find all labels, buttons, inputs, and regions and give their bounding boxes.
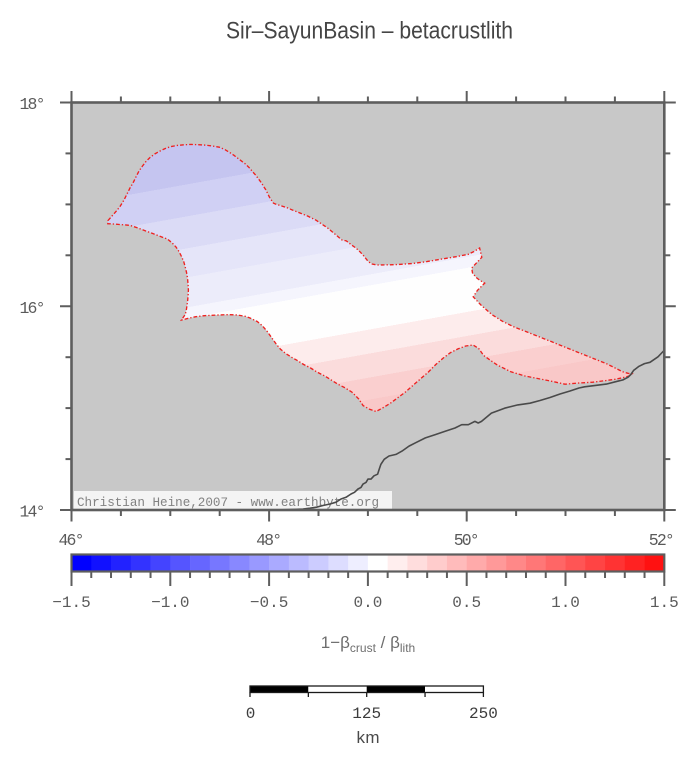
svg-text:50°: 50° [454,531,480,550]
svg-text:125: 125 [352,705,381,723]
svg-text:1.5: 1.5 [650,594,679,612]
svg-text:0.5: 0.5 [452,594,481,612]
svg-text:Christian Heine,2007 - www.ear: Christian Heine,2007 - www.earthbyte.org [77,496,379,510]
svg-text:−1.0: −1.0 [151,594,189,612]
svg-text:18°: 18° [20,95,46,114]
svg-text:250: 250 [469,705,498,723]
svg-text:Sir–SayunBasin – betacrustlith: Sir–SayunBasin – betacrustlith [226,18,513,45]
svg-text:16°: 16° [20,299,46,318]
svg-text:46°: 46° [59,531,85,550]
svg-text:52°: 52° [649,531,675,550]
svg-text:−0.5: −0.5 [250,594,288,612]
svg-text:1−βcrust / βlith: 1−βcrust / βlith [321,633,415,655]
svg-text:48°: 48° [256,531,282,550]
svg-text:0: 0 [246,705,256,723]
svg-text:km: km [357,728,380,747]
svg-text:−1.5: −1.5 [52,594,90,612]
svg-text:14°: 14° [20,503,46,522]
svg-text:0.0: 0.0 [353,594,382,612]
svg-text:1.0: 1.0 [551,594,580,612]
